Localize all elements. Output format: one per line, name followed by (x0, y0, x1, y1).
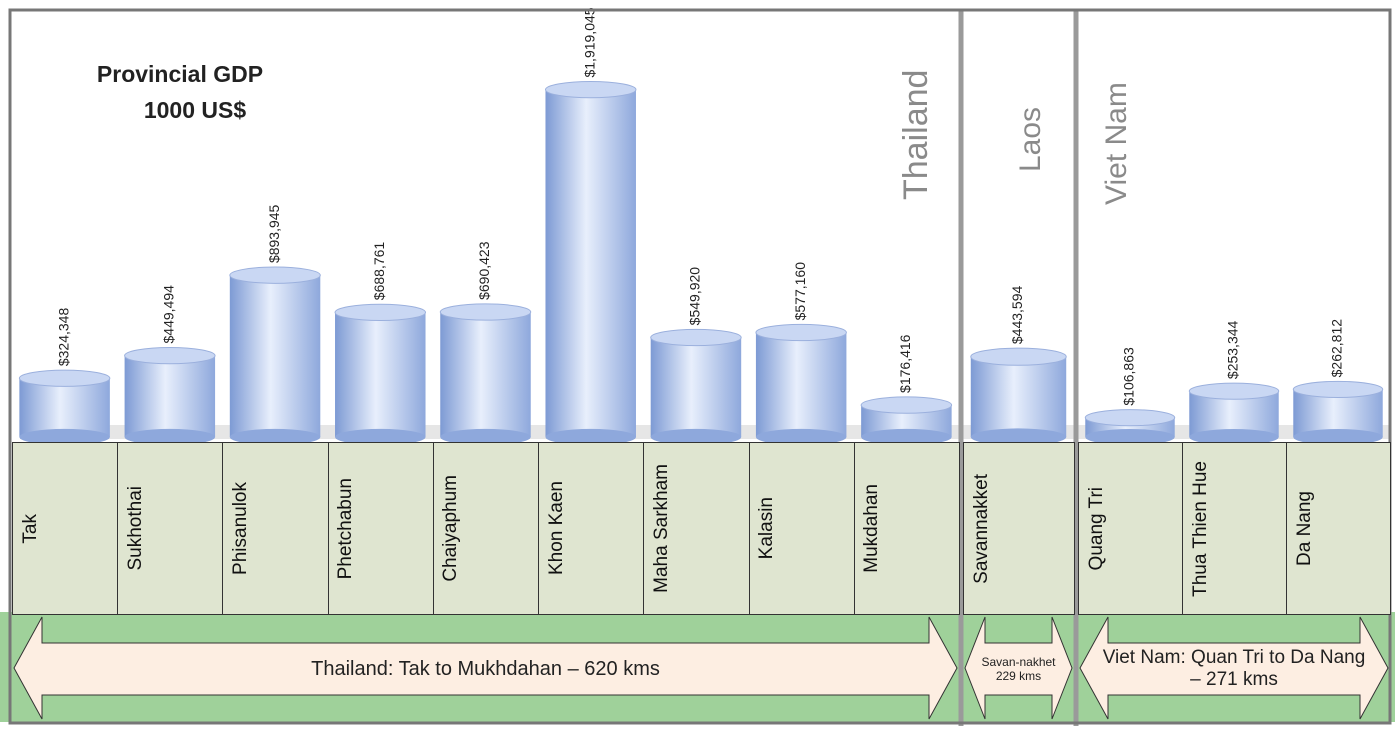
bar-base (1189, 428, 1279, 446)
value-label: $1,919,045 (581, 7, 597, 77)
route-label: Viet Nam: Quan Tri to Da Nang – 271 kms (1102, 647, 1366, 690)
category-label: Da Nang (1293, 491, 1315, 566)
category-cell: Tak (12, 442, 119, 615)
region-label: Thailand (897, 70, 935, 200)
region-label: Laos (1014, 107, 1047, 172)
region-label: Viet Nam (1100, 82, 1133, 205)
bar-cap (439, 303, 532, 321)
value-label: $688,761 (371, 242, 387, 301)
value-label: $106,863 (1121, 347, 1137, 406)
category-cell: Khon Kaen (538, 442, 645, 615)
category-label: Maha Sarkham (650, 464, 672, 593)
bar-base (440, 428, 531, 446)
value-label: $176,416 (897, 334, 913, 393)
bar-cap (860, 396, 953, 414)
value-label: $893,945 (266, 204, 282, 263)
category-cell: Kalasin (748, 442, 855, 615)
category-cell: Thua Thien Hue (1182, 442, 1287, 615)
chart-subtitle: 1000 US$ (144, 97, 247, 123)
category-cell: Chaiyaphum (432, 442, 540, 615)
value-label: $443,594 (1009, 286, 1025, 345)
bar-cap (755, 323, 847, 342)
frame (8, 8, 1392, 725)
value-label: $449,494 (161, 285, 177, 344)
bar-cap (124, 346, 216, 365)
bar-cap (334, 303, 427, 321)
bar (755, 332, 847, 437)
bar-cap (18, 369, 111, 387)
bar-base (19, 428, 110, 446)
bar-base (545, 428, 636, 446)
bar-cap (1084, 409, 1176, 427)
bar (650, 337, 742, 437)
route-label: Thailand: Tak to Mukhdahan – 620 kms (311, 657, 660, 680)
bar (970, 356, 1067, 437)
bar-base (124, 428, 216, 446)
category-cell: Savannakket (963, 442, 1075, 615)
bar (335, 312, 426, 437)
category-label: Mukdahan (861, 484, 883, 573)
value-label: $690,423 (476, 241, 492, 300)
bar (440, 312, 531, 437)
category-label: Khon Kaen (545, 481, 567, 576)
bar-cap (1292, 380, 1384, 398)
bar (124, 355, 216, 437)
bar (545, 89, 636, 437)
route-arrow (964, 616, 1073, 720)
category-label: Chaiyaphum (440, 475, 462, 582)
bar-base (1293, 428, 1383, 446)
category-label: Savannakket (970, 473, 992, 584)
category-cell: Mukdahan (853, 442, 960, 615)
bar-base (650, 428, 742, 446)
category-label: Sukhothai (124, 486, 146, 571)
bar (229, 275, 321, 437)
bar-cap (970, 347, 1067, 366)
route-label: Savan-nakhet 229 kms (981, 655, 1056, 683)
category-label: Thua Thien Hue (1189, 460, 1211, 597)
value-label: $324,348 (55, 308, 71, 367)
route-arrow (13, 616, 958, 720)
category-label: Kalasin (756, 497, 778, 560)
category-cell: Quang Tri (1078, 442, 1183, 615)
bar-base (335, 428, 426, 446)
category-cell: Maha Sarkham (643, 442, 750, 615)
category-cell: Da Nang (1286, 442, 1391, 615)
bar-base (229, 428, 321, 446)
bar-base (861, 428, 952, 446)
bar-base (970, 428, 1067, 446)
value-label: $253,344 (1225, 320, 1241, 379)
route-arrow (1079, 616, 1389, 720)
chart-title: Provincial GDP (97, 61, 263, 87)
bar-cap (650, 328, 742, 347)
value-label: $549,920 (687, 267, 703, 326)
bar-cap (544, 81, 637, 99)
bar-cap (229, 266, 321, 284)
bar (19, 378, 110, 437)
category-label: Tak (19, 513, 41, 544)
category-label: Phetchabun (335, 477, 357, 580)
value-label: $262,812 (1329, 319, 1345, 378)
bar-base (755, 428, 847, 446)
category-label: Quang Tri (1085, 486, 1107, 571)
category-cell: Phetchabun (327, 442, 434, 615)
bar-base (1085, 428, 1175, 446)
category-cell: Sukhothai (117, 442, 224, 615)
bar-cap (1188, 382, 1280, 400)
category-cell: Phisanulok (222, 442, 329, 615)
category-label: Phisanulok (229, 482, 251, 575)
value-label: $577,160 (792, 262, 808, 321)
